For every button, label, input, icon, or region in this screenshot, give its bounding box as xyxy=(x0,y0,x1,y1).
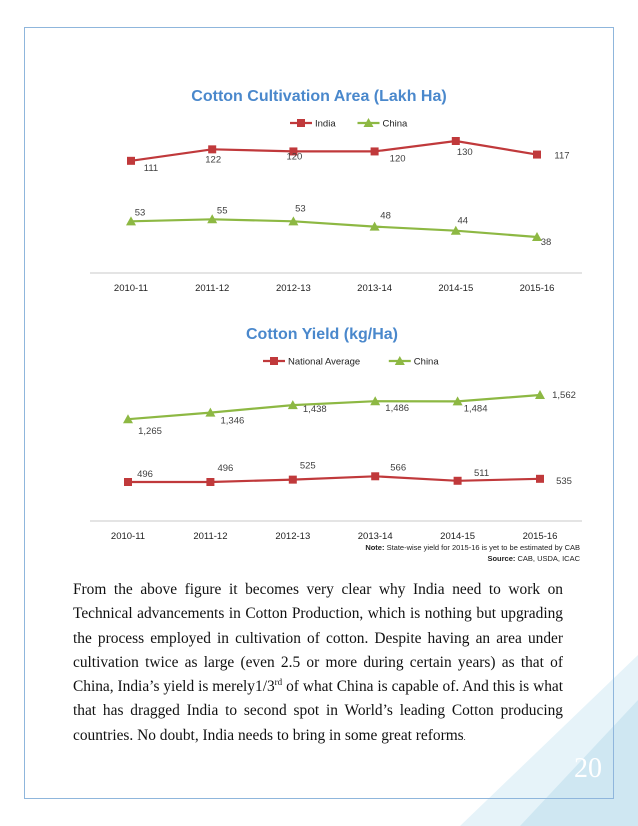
data-label: 44 xyxy=(458,216,469,227)
chart-legend: National Average China xyxy=(263,356,439,368)
chart-note: Note: State-wise yield for 2015-16 is ye… xyxy=(365,543,580,552)
data-point xyxy=(124,478,132,486)
paragraph-superscript: rd xyxy=(274,677,283,688)
data-label: 535 xyxy=(556,476,572,487)
paragraph-part1: From the above figure it becomes very cl… xyxy=(73,581,563,696)
corner-triangle-dark xyxy=(520,700,638,826)
data-point xyxy=(207,214,218,224)
legend-label: India xyxy=(315,119,336,130)
paragraph-part2: of what China is capable of. And this is… xyxy=(73,678,563,744)
data-label: 53 xyxy=(135,207,146,218)
data-label: 1,562 xyxy=(552,390,576,401)
x-tick-label: 2015-16 xyxy=(520,283,555,294)
series-line-national-average xyxy=(128,475,541,484)
chart-source: Source: CAB, USDA, ICAC xyxy=(487,554,580,563)
x-tick-label: 2010-11 xyxy=(111,531,145,542)
data-label: 525 xyxy=(300,461,316,472)
series-line-china xyxy=(127,393,541,421)
data-point xyxy=(369,221,380,231)
paragraph-tail: . xyxy=(463,732,466,742)
data-label: 496 xyxy=(137,469,153,480)
x-tick-label: 2011-12 xyxy=(193,531,227,542)
data-label: 38 xyxy=(541,237,552,248)
data-point xyxy=(126,216,136,226)
x-tick-label: 2012-13 xyxy=(275,531,310,542)
data-label: 117 xyxy=(554,151,569,162)
data-point xyxy=(450,225,461,235)
data-label: 511 xyxy=(474,468,489,479)
x-tick-label: 2015-16 xyxy=(523,531,558,542)
data-point xyxy=(127,156,135,165)
data-point xyxy=(451,137,460,145)
data-label: 122 xyxy=(205,154,221,165)
x-tick-label: 2014-15 xyxy=(440,531,475,542)
yield-chart: Cotton Yield (kg/Ha) National Average Chi… xyxy=(90,326,582,542)
legend-label: China xyxy=(383,119,409,130)
data-label: 120 xyxy=(390,153,406,164)
x-tick-label: 2012-13 xyxy=(276,283,311,294)
data-point xyxy=(532,232,542,241)
page-frame xyxy=(24,27,614,799)
legend-marker xyxy=(394,356,405,365)
data-point xyxy=(288,475,297,484)
data-point xyxy=(535,390,545,399)
note-text: State-wise yield for 2015-16 is yet to b… xyxy=(384,543,580,552)
x-tick-label: 2014-15 xyxy=(438,283,473,294)
legend-marker xyxy=(363,118,374,127)
data-label: 48 xyxy=(380,211,391,222)
x-tick-label: 2011-12 xyxy=(195,283,229,294)
data-point xyxy=(288,216,299,226)
data-point xyxy=(536,474,544,483)
data-point xyxy=(371,472,380,481)
x-tick-label: 2010-11 xyxy=(114,283,148,294)
data-point xyxy=(205,407,216,417)
data-point xyxy=(123,414,133,424)
source-label: Source: xyxy=(487,554,516,563)
data-point xyxy=(452,396,463,406)
data-label: 1,486 xyxy=(385,403,409,414)
page-number: 20 xyxy=(574,753,602,784)
legend-label: China xyxy=(414,357,440,368)
data-point xyxy=(208,145,217,154)
legend-marker xyxy=(270,357,278,365)
area-chart: Cotton Cultivation Area (Lakh Ha) India C… xyxy=(90,88,582,294)
data-label: 1,484 xyxy=(464,403,488,414)
data-point xyxy=(287,400,298,410)
data-label: 111 xyxy=(144,163,158,174)
chart-legend: India China xyxy=(290,118,408,130)
body-paragraph: From the above figure it becomes very cl… xyxy=(73,578,563,750)
data-label: 1,265 xyxy=(138,426,162,437)
data-point xyxy=(370,147,379,156)
data-label: 1,438 xyxy=(303,404,327,415)
data-label: 55 xyxy=(217,205,228,216)
series-line-china xyxy=(130,218,538,239)
data-label: 566 xyxy=(390,462,406,473)
data-point xyxy=(533,150,541,159)
note-label: Note: xyxy=(365,543,385,552)
series-line-india xyxy=(130,139,538,162)
source-text: CAB, USDA, ICAC xyxy=(515,554,580,563)
data-label: 120 xyxy=(286,151,302,162)
chart-title: Cotton Cultivation Area (Lakh Ha) xyxy=(191,88,446,105)
data-point xyxy=(289,147,298,156)
legend-marker xyxy=(297,119,305,127)
data-label: 496 xyxy=(217,463,233,474)
data-label: 53 xyxy=(295,203,306,214)
chart-title: Cotton Yield (kg/Ha) xyxy=(246,326,398,343)
x-tick-label: 2013-14 xyxy=(358,531,393,542)
data-point xyxy=(206,478,215,486)
data-label: 1,346 xyxy=(221,416,245,427)
data-point xyxy=(453,476,462,485)
x-tick-label: 2013-14 xyxy=(357,283,392,294)
data-label: 130 xyxy=(457,147,473,158)
legend-label: National Average xyxy=(288,357,360,368)
data-point xyxy=(370,396,381,406)
